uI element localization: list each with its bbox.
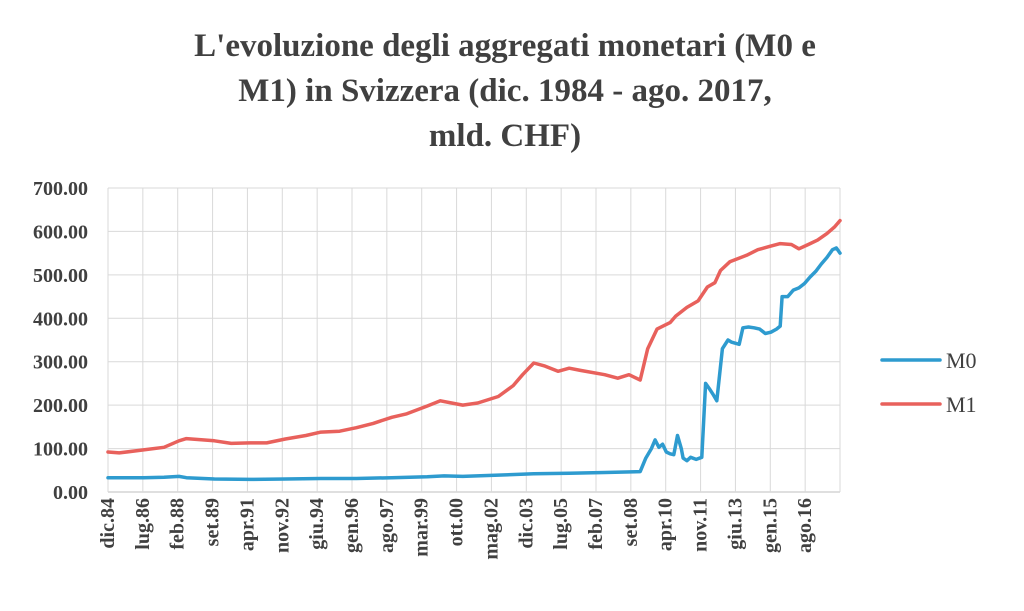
y-axis-tick-labels: 0.00 100.00 200.00 300.00 400.00 500.00 600.00… — [33, 178, 88, 504]
series-line-m1 — [106, 218, 842, 455]
y-tick-label: 200.00 — [33, 395, 88, 417]
x-tick-label: gen.96 — [341, 498, 363, 553]
y-tick-label: 600.00 — [33, 221, 88, 243]
x-tick-label: lug.86 — [132, 498, 154, 550]
y-tick-label: 0.00 — [53, 482, 88, 504]
x-tick-label: apr.91 — [236, 498, 258, 551]
x-tick-label: dic.03 — [515, 498, 537, 549]
x-tick-label: giu.94 — [306, 498, 328, 550]
x-tick-label: ago.16 — [794, 498, 816, 553]
x-tick-label: mag.02 — [480, 498, 502, 560]
chart-title-line-3: mld. CHF) — [428, 118, 582, 154]
x-tick-label: lug.05 — [550, 498, 572, 550]
legend-label-m1: M1 — [946, 392, 977, 417]
x-axis-tick-labels: dic.84 lug.86 feb.88 set.89 apr.91 nov.92 giu.… — [97, 498, 816, 560]
x-tick-label: ott.00 — [446, 498, 468, 546]
x-tick-label: ago.97 — [376, 498, 398, 553]
x-tick-label: set.08 — [620, 498, 642, 546]
x-tick-label: gen.15 — [759, 498, 781, 553]
chart-title-line-2: M1) in Svizzera (dic. 1984 - ago. 2017, — [238, 73, 772, 109]
x-tick-label: feb.07 — [585, 498, 607, 550]
x-tick-label: mar.99 — [411, 498, 433, 557]
legend: M0 M1 — [880, 348, 977, 417]
chart-title: L'evoluzione degli aggregati monetari (M… — [0, 24, 1010, 159]
series-lines — [106, 218, 842, 482]
y-tick-label: 500.00 — [33, 265, 88, 287]
y-tick-label: 400.00 — [33, 308, 88, 330]
series-line-m0 — [106, 246, 842, 482]
y-tick-label: 100.00 — [33, 439, 88, 461]
x-tick-label: giu.13 — [724, 498, 746, 550]
x-tick-label: set.89 — [202, 498, 224, 546]
x-tick-label: dic.84 — [97, 498, 119, 549]
x-tick-label: feb.88 — [167, 498, 189, 550]
y-tick-label: 700.00 — [33, 178, 88, 200]
x-tick-label: nov.11 — [690, 498, 712, 552]
x-tick-label: apr.10 — [655, 498, 677, 551]
legend-label-m0: M0 — [946, 348, 977, 373]
x-tick-label: nov.92 — [271, 498, 293, 553]
y-tick-label: 300.00 — [33, 352, 88, 374]
chart-title-line-1: L'evoluzione degli aggregati monetari (M… — [194, 28, 816, 64]
